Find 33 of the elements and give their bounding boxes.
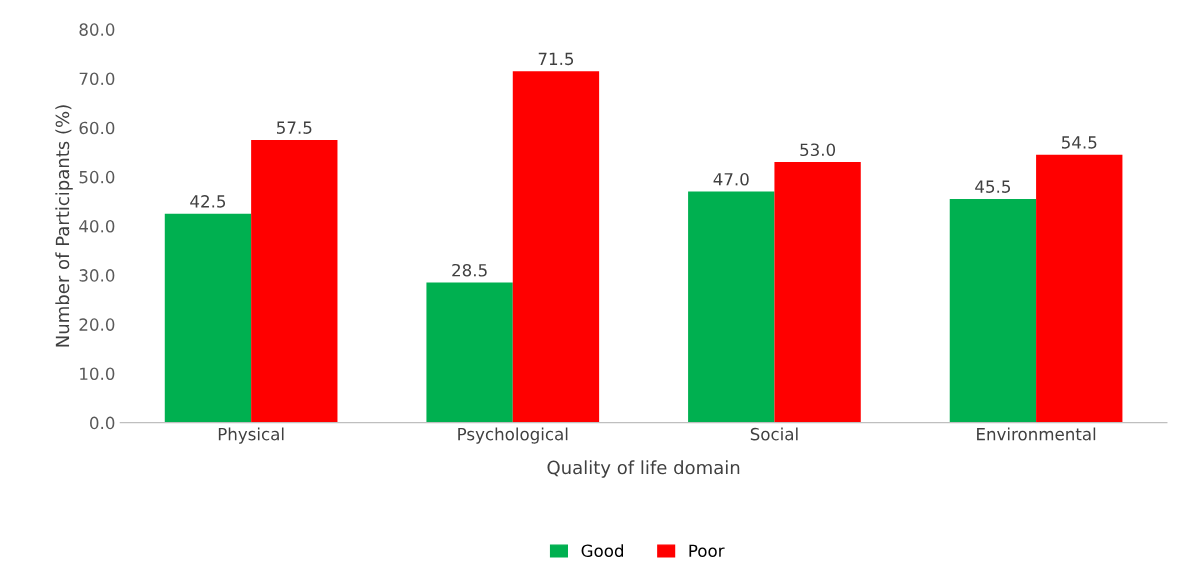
data-label: 57.5 [277, 121, 312, 134]
legend-label: Poor [689, 544, 725, 558]
y-tick-label: 80.0 [79, 23, 115, 36]
x-axis-title: Quality of life domain [547, 460, 740, 478]
bar [949, 198, 1037, 423]
x-tick-label: Psychological [458, 427, 568, 444]
legend-label: Good [581, 544, 624, 558]
bar [251, 139, 338, 423]
x-tick-label: Physical [218, 427, 284, 444]
data-label: 45.5 [975, 180, 1011, 193]
y-axis-title: Number of Participants (%) [55, 105, 73, 347]
y-tick-label: 10.0 [80, 367, 115, 381]
x-tick-label: Social [750, 427, 798, 441]
y-tick-label: 50.0 [79, 170, 115, 184]
data-label: 71.5 [538, 52, 574, 66]
bar [512, 71, 600, 423]
data-label: 47.0 [713, 172, 749, 186]
y-tick-label: 60.0 [79, 121, 115, 135]
data-label: 53.0 [800, 143, 836, 157]
y-tick-label: 70.0 [79, 72, 115, 86]
x-tick-label: Environmental [977, 427, 1096, 441]
bar [1036, 154, 1123, 423]
bar [688, 191, 775, 423]
data-label: 28.5 [452, 263, 487, 277]
bar [774, 162, 861, 423]
y-tick-label: 0.0 [90, 416, 115, 430]
data-label: 54.5 [1061, 136, 1097, 149]
y-tick-label: 40.0 [79, 219, 115, 233]
data-label: 42.5 [190, 195, 226, 208]
bar [426, 282, 513, 423]
bar [164, 213, 252, 423]
y-tick-label: 30.0 [79, 269, 115, 282]
y-tick-label: 20.0 [79, 318, 115, 331]
